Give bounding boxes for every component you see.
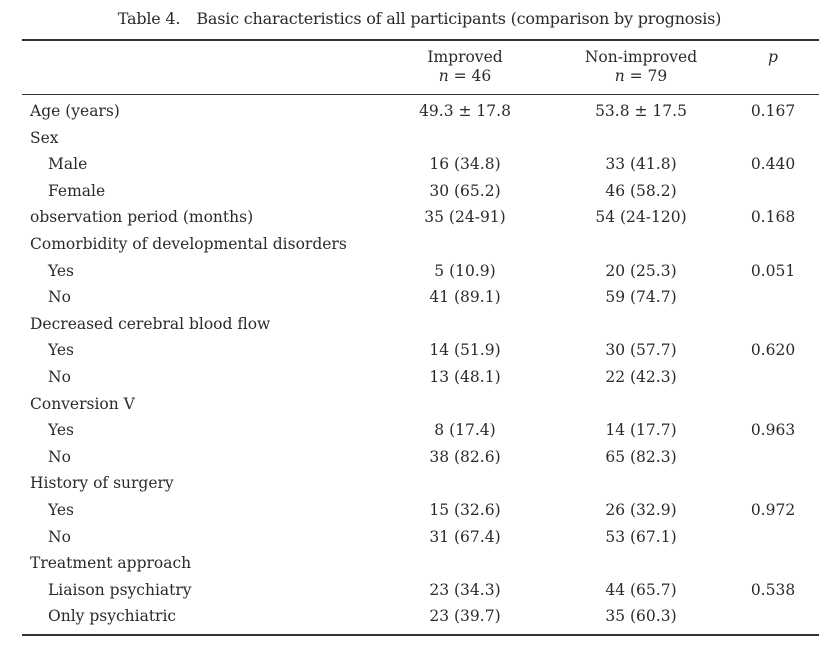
cell-improved: 31 (67.4) (429, 527, 501, 546)
cell-improved: 30 (65.2) (429, 181, 501, 200)
table-caption: Table 4. Basic characteristics of all par… (0, 9, 839, 28)
table-row: Male 16 (34.8) 33 (41.8) 0.440 (0, 151, 839, 177)
header-non-improved: Non-improved n = 79 (556, 48, 726, 86)
row-label: observation period (months) (30, 208, 254, 227)
n-symbol: n (438, 67, 449, 85)
cell-p-value: 0.972 (750, 501, 796, 519)
cell-improved: 41 (89.1) (429, 288, 501, 307)
table-row: Treatment approach (0, 550, 839, 576)
row-label: Age (years) (30, 102, 120, 120)
row-label: Female (48, 181, 106, 200)
table-row: Only psychiatric 23 (39.7) 35 (60.3) (0, 603, 839, 629)
table-row: Age (years) 49.3 ± 17.8 53.8 ± 17.5 0.167 (0, 98, 839, 124)
table-row: History of surgery (0, 470, 839, 496)
cell-improved: 8 (17.4) (434, 421, 496, 440)
cell-non-improved: 53.8 ± 17.5 (595, 102, 687, 120)
cell-improved: 16 (34.8) (429, 155, 501, 174)
cell-non-improved: 33 (41.8) (605, 155, 677, 174)
row-label: Liaison psychiatry (48, 580, 192, 599)
table-row: No 31 (67.4) 53 (67.1) (0, 524, 839, 550)
cell-non-improved: 26 (32.9) (605, 501, 677, 519)
table-row: Comorbidity of developmental disorders (0, 231, 839, 257)
row-label: No (48, 288, 71, 307)
bottom-rule (22, 634, 819, 636)
row-label: Yes (48, 261, 75, 280)
row-label: Comorbidity of developmental disorders (30, 235, 347, 253)
header-non-improved-n: n = 79 (556, 67, 726, 86)
cell-non-improved: 20 (25.3) (605, 261, 677, 280)
cell-non-improved: 44 (65.7) (605, 580, 677, 599)
cell-improved: 35 (24-91) (424, 208, 506, 227)
row-label: Conversion V (30, 394, 135, 413)
table-row: Yes 15 (32.6) 26 (32.9) 0.972 (0, 497, 839, 523)
cell-p-value: 0.167 (750, 102, 796, 120)
cell-p-value: 0.620 (750, 341, 796, 360)
table-row: Yes 5 (10.9) 20 (25.3) 0.051 (0, 258, 839, 284)
table-row: Sex (0, 125, 839, 151)
table-row: Yes 8 (17.4) 14 (17.7) 0.963 (0, 417, 839, 443)
cell-non-improved: 30 (57.7) (605, 341, 677, 360)
cell-non-improved: 22 (42.3) (605, 368, 677, 386)
table-row: No 41 (89.1) 59 (74.7) (0, 284, 839, 310)
table-row: No 13 (48.1) 22 (42.3) (0, 364, 839, 390)
cell-improved: 15 (32.6) (429, 501, 501, 519)
cell-non-improved: 53 (67.1) (605, 527, 677, 546)
table-row: Decreased cerebral blood flow (0, 311, 839, 337)
cell-improved: 5 (10.9) (434, 261, 496, 280)
n-value: = 79 (629, 67, 668, 85)
row-label: Only psychiatric (48, 607, 177, 626)
table-title: Basic characteristics of all participant… (196, 9, 722, 28)
row-label: Yes (48, 341, 75, 360)
cell-non-improved: 46 (58.2) (605, 181, 677, 200)
table-row: Yes 14 (51.9) 30 (57.7) 0.620 (0, 337, 839, 363)
row-label: No (48, 447, 71, 466)
cell-non-improved: 65 (82.3) (605, 447, 677, 466)
top-rule (22, 39, 819, 41)
cell-improved: 14 (51.9) (429, 341, 501, 360)
table-row: Liaison psychiatry 23 (34.3) 44 (65.7) 0.53… (0, 577, 839, 603)
cell-p-value: 0.538 (750, 580, 796, 599)
header-p-value: p (768, 48, 778, 66)
n-symbol: n (614, 67, 625, 85)
row-label: Sex (30, 128, 59, 147)
row-label: History of surgery (30, 474, 174, 493)
cell-non-improved: 54 (24-120) (595, 208, 687, 227)
cell-improved: 38 (82.6) (429, 447, 501, 466)
cell-improved: 13 (48.1) (429, 368, 501, 386)
row-label: Yes (48, 501, 75, 519)
row-label: Treatment approach (30, 554, 192, 573)
cell-non-improved: 14 (17.7) (605, 421, 677, 440)
row-label: Decreased cerebral blood flow (30, 314, 271, 333)
header-improved: Improved n = 46 (380, 48, 550, 86)
cell-p-value: 0.168 (750, 208, 796, 227)
table-row: Female 30 (65.2) 46 (58.2) (0, 178, 839, 204)
cell-p-value: 0.963 (750, 421, 796, 440)
n-value: = 46 (453, 67, 492, 85)
header-non-improved-label: Non-improved (584, 48, 698, 66)
row-label: Yes (48, 421, 75, 440)
row-label: No (48, 527, 71, 546)
header-rule (22, 94, 819, 95)
cell-improved: 23 (34.3) (429, 580, 501, 599)
cell-p-value: 0.440 (750, 155, 796, 174)
row-label: Male (48, 155, 88, 174)
table-row: Conversion V (0, 391, 839, 417)
cell-improved: 49.3 ± 17.8 (419, 102, 511, 120)
table-number: Table 4. (117, 9, 181, 28)
table-row: observation period (months) 35 (24-91) 54 … (0, 204, 839, 230)
cell-non-improved: 35 (60.3) (605, 607, 677, 626)
table-row: No 38 (82.6) 65 (82.3) (0, 444, 839, 470)
cell-p-value: 0.051 (750, 261, 796, 280)
cell-improved: 23 (39.7) (429, 607, 501, 626)
header-improved-label: Improved (427, 48, 503, 66)
header-improved-n: n = 46 (380, 67, 550, 86)
cell-non-improved: 59 (74.7) (605, 288, 677, 307)
row-label: No (48, 368, 71, 386)
